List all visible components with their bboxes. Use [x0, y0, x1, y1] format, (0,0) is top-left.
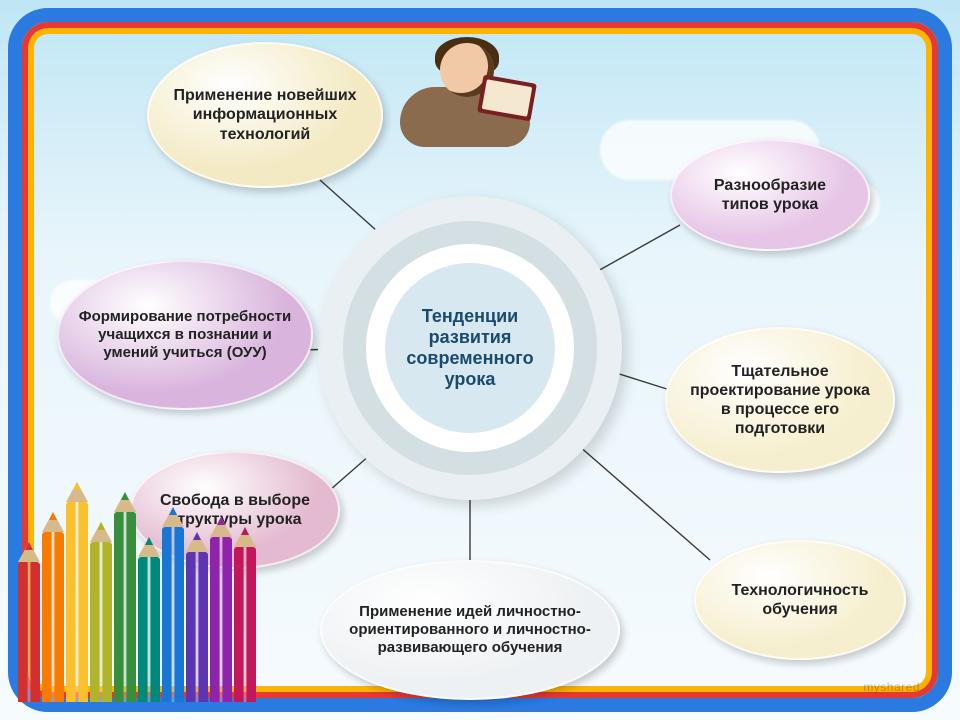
pencil-icon — [90, 542, 112, 702]
pencil-icon — [114, 512, 136, 702]
concept-node-label: Применение идей личностно-ориентированно… — [340, 603, 600, 657]
concept-node-n7: Технологичность обучения — [694, 540, 906, 660]
reading-girl-illustration — [380, 35, 580, 175]
diagram-canvas: Тенденции развития современного урока Пр… — [0, 0, 960, 720]
pencil-icon — [186, 552, 208, 702]
pencil-icon — [18, 562, 40, 702]
concept-node-n4: Тщательное проектирование урока в процес… — [665, 327, 895, 473]
hub-title: Тенденции развития современного урока — [399, 306, 541, 390]
pencil-icon — [210, 537, 232, 702]
watermark: myshared — [863, 680, 920, 694]
concept-node-n3: Формирование потребности учащихся в позн… — [57, 260, 313, 410]
pencil-icon — [234, 547, 256, 702]
pencil-icon — [42, 532, 64, 702]
pencil-icon — [66, 502, 88, 702]
concept-node-label: Технологичность обучения — [714, 581, 886, 619]
concept-node-label: Применение новейших информационных техно… — [167, 86, 363, 144]
concept-node-n6: Применение идей личностно-ориентированно… — [320, 560, 620, 700]
concept-node-n1: Применение новейших информационных техно… — [147, 42, 383, 188]
pencil-icon — [138, 557, 160, 702]
hub-core: Тенденции развития современного урока — [385, 263, 555, 433]
concept-node-label: Разнообразие типов урока — [690, 176, 850, 214]
pencil-icon — [162, 527, 184, 702]
pencils-decor — [18, 472, 268, 702]
concept-node-label: Тщательное проектирование урока в процес… — [685, 362, 875, 439]
concept-node-label: Формирование потребности учащихся в позн… — [77, 308, 293, 362]
concept-node-n2: Разнообразие типов урока — [670, 139, 870, 251]
